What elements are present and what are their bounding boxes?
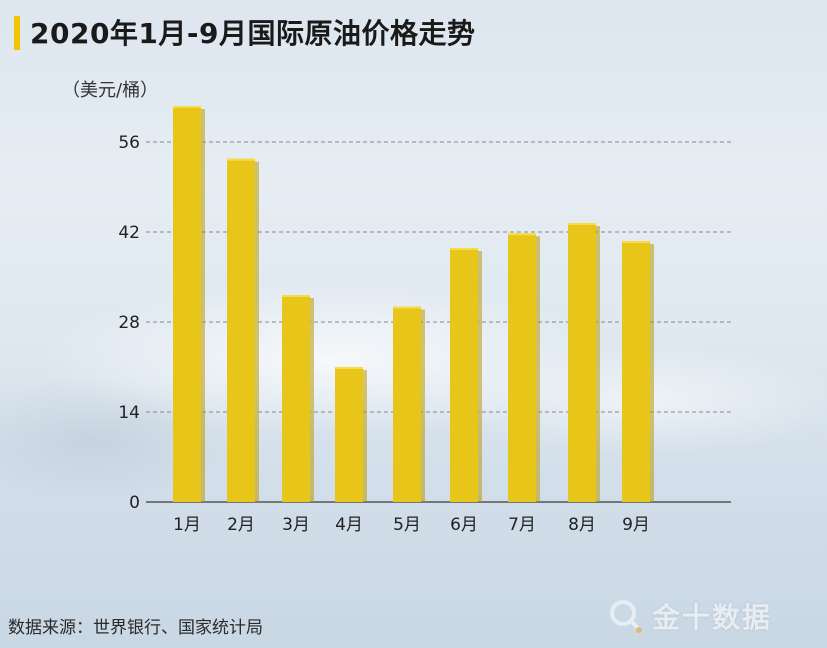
- bar-top-highlight: [450, 248, 478, 251]
- y-axis-unit-label: （美元/桶）: [62, 80, 159, 101]
- bar-shadow: [255, 161, 259, 502]
- bar: [450, 248, 478, 502]
- watermark-logo: 金十数据: [606, 596, 772, 636]
- y-tick-label: 14: [118, 403, 140, 423]
- y-tick-label: 0: [129, 493, 140, 513]
- x-tick-label: 6月: [450, 515, 478, 535]
- bar-top-highlight: [335, 367, 363, 369]
- x-tick-label: 1月: [173, 515, 201, 535]
- x-tick-label: 8月: [568, 515, 596, 535]
- search-icon: [610, 600, 642, 633]
- x-tick-label: 9月: [622, 515, 650, 535]
- y-tick-label: 56: [118, 133, 140, 153]
- y-tick-label: 28: [118, 313, 140, 333]
- bar-top-highlight: [568, 223, 596, 225]
- x-tick-label: 5月: [393, 515, 421, 535]
- bar: [335, 367, 363, 502]
- bar-top-highlight: [173, 106, 201, 108]
- bar-top-highlight: [282, 295, 310, 297]
- bar-top-highlight: [508, 233, 536, 236]
- x-tick-label: 3月: [282, 515, 310, 535]
- x-tick-label: 4月: [335, 515, 363, 535]
- bar-shadow: [536, 236, 540, 503]
- x-tick-label: 7月: [508, 515, 536, 535]
- bar-shadow: [650, 244, 654, 502]
- chart-title: 2020年1月-9月国际原油价格走势: [30, 17, 476, 50]
- x-tick-label: 2月: [227, 515, 255, 535]
- bar-top-highlight: [393, 306, 421, 309]
- bar: [227, 158, 255, 502]
- bar-shadow: [363, 370, 367, 502]
- bar: [568, 223, 596, 502]
- bar: [173, 106, 201, 502]
- bar: [282, 295, 310, 502]
- watermark-text: 金十数据: [652, 601, 773, 634]
- bar-shadow: [201, 109, 205, 502]
- bar: [393, 306, 421, 502]
- bar-chart: 0 14 28 42 56 1月 2月 3月 4月 5月 6月 7月 8月 9月: [118, 106, 731, 535]
- title-accent-bar: [14, 16, 20, 50]
- bar: [508, 233, 536, 503]
- bar-top-highlight: [622, 241, 650, 243]
- bar-shadow: [478, 251, 482, 502]
- bar-shadow: [310, 298, 314, 502]
- bar: [622, 241, 650, 502]
- data-source-note: 数据来源：世界银行、国家统计局: [8, 618, 263, 638]
- bar-shadow: [421, 309, 425, 502]
- bar-shadow: [596, 226, 600, 502]
- bar-top-highlight: [227, 158, 255, 161]
- y-tick-label: 42: [118, 223, 140, 243]
